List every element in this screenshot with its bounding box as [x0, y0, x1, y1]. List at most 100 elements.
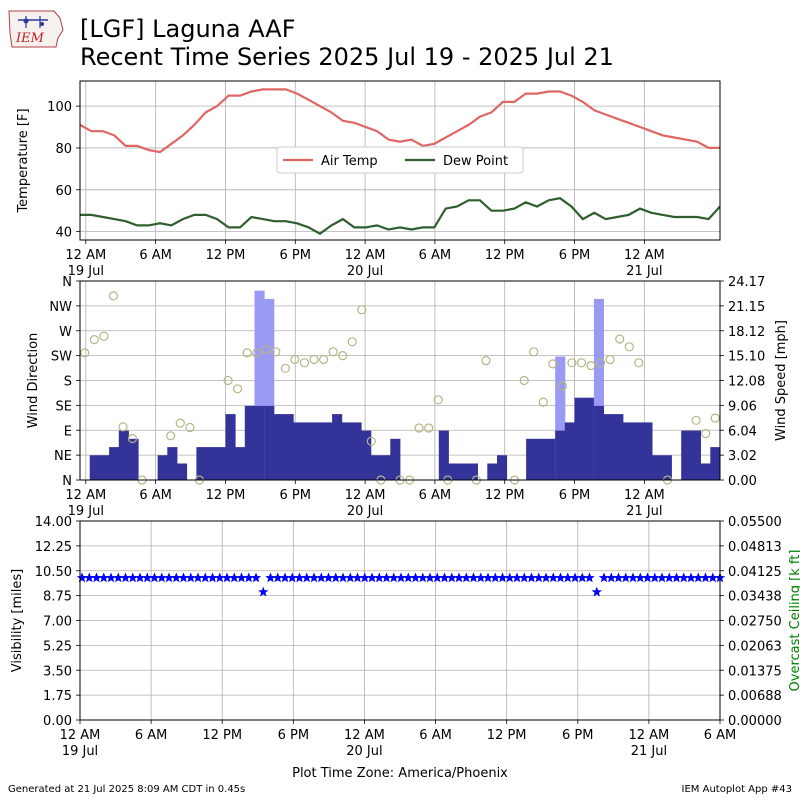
- x-date-label: 20 Jul: [347, 264, 383, 279]
- speed-bar: [526, 438, 537, 480]
- visibility-marker: [214, 572, 225, 583]
- direction-marker: [357, 305, 367, 315]
- speed-bar: [303, 422, 314, 480]
- x-tick-label: 12 PM: [206, 248, 246, 263]
- direction-marker: [538, 397, 548, 407]
- svg-text:IEM: IEM: [15, 31, 45, 46]
- visibility-marker: [671, 572, 682, 583]
- visibility-marker: [120, 572, 131, 583]
- x-date-label: 19 Jul: [68, 504, 104, 519]
- y-tick-label: 100: [47, 100, 72, 115]
- speed-bar: [710, 447, 721, 480]
- x-date-label: 19 Jul: [62, 744, 98, 759]
- direction-marker: [424, 423, 434, 433]
- direction-marker: [481, 356, 491, 366]
- y2-tick-label: 24.17: [728, 275, 765, 290]
- plot-frame: [79, 520, 721, 721]
- direction-marker: [252, 348, 262, 358]
- visibility-marker: [142, 572, 153, 583]
- speed-bar: [497, 455, 508, 480]
- visibility-marker: [149, 572, 160, 583]
- x-date-label: 21 Jul: [631, 744, 667, 759]
- visibility-marker: [337, 572, 349, 583]
- x-tick-label: 6 AM: [139, 248, 172, 263]
- y-tick-label: 40: [55, 226, 72, 241]
- visibility-marker: [388, 572, 399, 583]
- visibility-marker: [490, 572, 501, 583]
- x-date-label: 20 Jul: [346, 744, 382, 759]
- visibility-marker: [127, 572, 138, 583]
- visibility-marker: [185, 572, 196, 583]
- visibility-marker: [366, 572, 378, 583]
- visibility-marker: [207, 572, 218, 583]
- visibility-marker: [627, 572, 639, 583]
- x-tick-label: 6 AM: [704, 728, 737, 743]
- speed-bar: [312, 422, 323, 480]
- y2-tick-label: 0.02750: [728, 615, 782, 630]
- speed-bar: [351, 422, 362, 480]
- direction-marker: [414, 423, 424, 433]
- y2-tick-label: 0.00000: [728, 714, 782, 729]
- y-tick-label: 8.75: [43, 590, 72, 605]
- y-tick-label: S: [64, 375, 72, 390]
- x-tick-label: 12 AM: [345, 488, 386, 503]
- speed-bar: [225, 414, 236, 480]
- visibility-marker: [76, 572, 88, 583]
- direction-marker: [624, 342, 634, 352]
- speed-bar: [99, 455, 110, 480]
- visibility-marker: [243, 572, 254, 583]
- speed-bar: [700, 463, 711, 480]
- x-tick-label: 6 PM: [280, 248, 311, 263]
- x-axis-label: Plot Time Zone: America/Phoenix: [292, 766, 508, 781]
- x-tick-label: 6 PM: [559, 248, 590, 263]
- speed-bar: [215, 447, 226, 480]
- speed-bar: [613, 414, 624, 480]
- direction-marker: [319, 354, 329, 365]
- visibility-marker: [272, 572, 283, 583]
- speed-bar: [623, 422, 634, 480]
- direction-marker: [634, 358, 644, 368]
- series-line-dew-point: [80, 197, 721, 236]
- visibility-marker: [635, 572, 646, 583]
- y-tick-label: NE: [54, 449, 72, 464]
- visibility-marker: [84, 572, 95, 583]
- speed-bar: [254, 405, 265, 480]
- direction-marker: [576, 358, 587, 368]
- visibility-marker: [482, 572, 494, 583]
- y-tick-label: 10.50: [35, 565, 72, 580]
- speed-bar: [467, 463, 478, 480]
- speed-bar: [642, 422, 653, 480]
- visibility-marker: [381, 572, 392, 583]
- speed-bar: [235, 447, 246, 480]
- visibility-marker: [584, 572, 595, 583]
- speed-bar: [273, 414, 284, 480]
- speed-bar: [196, 447, 207, 480]
- speed-bar: [555, 430, 566, 480]
- x-tick-label: 12 AM: [345, 248, 386, 263]
- x-tick-label: 6 AM: [139, 488, 172, 503]
- iem-logo: IEM: [6, 8, 66, 50]
- direction-marker: [701, 429, 711, 439]
- speed-bar: [206, 447, 217, 480]
- visibility-marker: [526, 572, 537, 583]
- plot-frame: [79, 280, 721, 481]
- visibility-marker: [577, 572, 588, 583]
- direction-marker: [233, 384, 243, 394]
- gust-bar: [593, 298, 604, 480]
- visibility-marker: [664, 572, 675, 583]
- direction-marker: [299, 358, 310, 368]
- y2-tick-label: 12.08: [728, 375, 765, 390]
- x-tick-label: 12 AM: [624, 488, 665, 503]
- speed-bar: [438, 430, 449, 480]
- x-tick-label: 12 PM: [202, 728, 242, 743]
- x-tick-label: 12 AM: [65, 488, 106, 503]
- visibility-marker: [591, 586, 602, 597]
- speed-bar: [535, 438, 546, 480]
- visibility-marker: [548, 572, 559, 583]
- visibility-marker: [236, 572, 247, 583]
- speed-bar: [167, 447, 178, 480]
- speed-bar: [487, 463, 498, 480]
- visibility-marker: [258, 586, 269, 597]
- app-credit: IEM Autoplot App #43: [681, 784, 792, 795]
- visibility-marker: [461, 572, 472, 583]
